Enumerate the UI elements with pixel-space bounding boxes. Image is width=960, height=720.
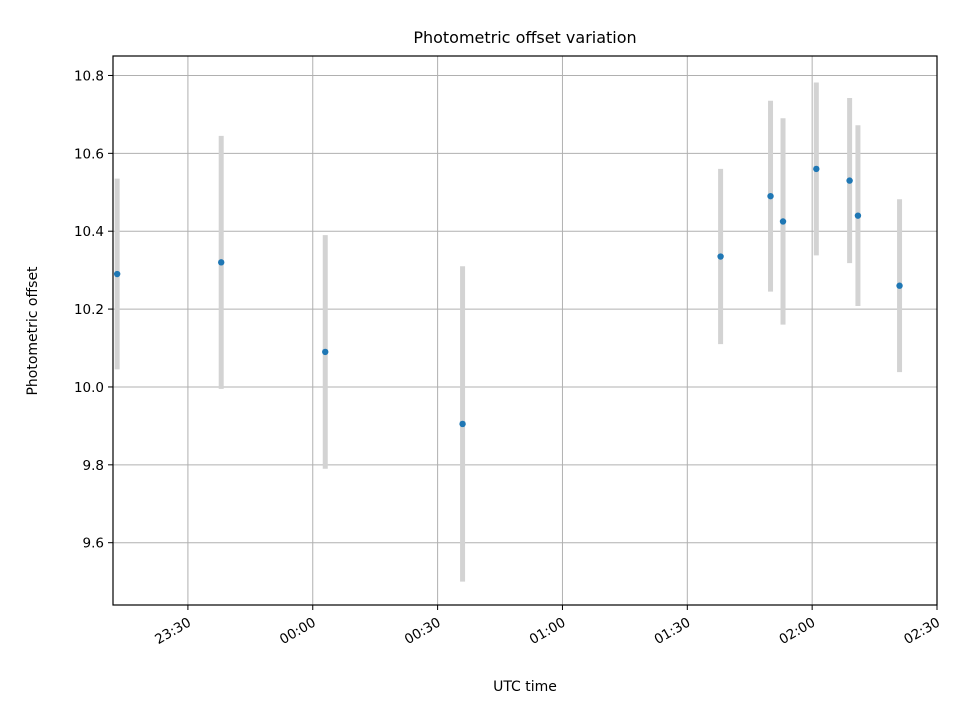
x-tick-label: 01:00 [527, 615, 569, 648]
x-tick-label: 02:00 [776, 615, 818, 648]
grid-layer [113, 56, 938, 605]
data-point-6 [779, 218, 787, 225]
y-tick-label: 9.8 [83, 458, 104, 474]
data-point-4 [717, 253, 724, 260]
data-point-5 [767, 192, 774, 200]
x-tick-label: 00:00 [277, 615, 319, 648]
data-point-2 [322, 348, 329, 356]
data-point-0 [113, 270, 121, 278]
x-tick-label: 00:30 [402, 615, 444, 648]
x-axis: 23:30 00:00 00:30 01:00 01:30 02:00 02:30 [152, 605, 943, 648]
data-point-3 [459, 420, 466, 428]
data-point-9 [854, 212, 862, 219]
data-point-8 [846, 177, 853, 184]
y-tick-label: 10.0 [74, 380, 104, 396]
x-tick-label: 02:30 [901, 615, 943, 648]
y-axis-label: Photometric offset [25, 266, 41, 396]
y-tick-label: 10.2 [74, 302, 104, 318]
chart-title: Photometric offset variation [413, 28, 636, 47]
points-layer [113, 165, 903, 428]
x-tick-label: 23:30 [152, 615, 194, 648]
x-axis-label: UTC time [493, 679, 557, 695]
errorbar-layer [114, 82, 903, 582]
x-tick-label: 01:30 [652, 615, 694, 648]
y-tick-label: 10.6 [74, 146, 104, 162]
data-point-1 [218, 259, 225, 266]
y-tick-label: 9.6 [83, 536, 104, 552]
y-axis: 9.6 9.8 10.0 10.2 10.4 10.6 10.8 [74, 68, 113, 552]
y-tick-label: 10.4 [74, 224, 104, 240]
y-tick-label: 10.8 [74, 68, 104, 84]
data-point-7 [813, 165, 820, 173]
plot-frame [112, 55, 938, 606]
data-point-10 [896, 282, 903, 289]
